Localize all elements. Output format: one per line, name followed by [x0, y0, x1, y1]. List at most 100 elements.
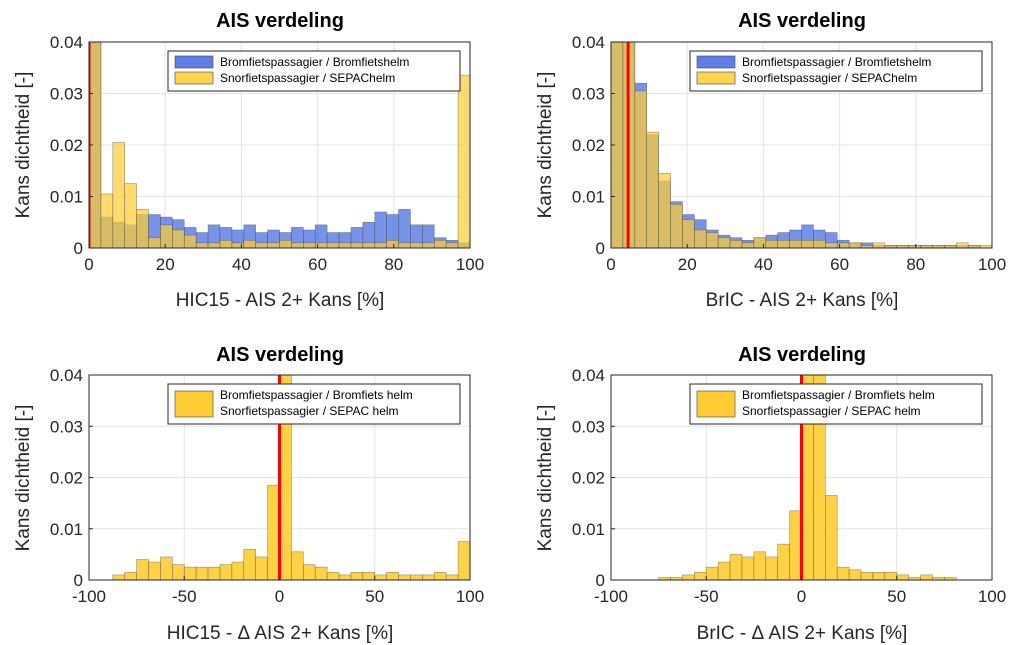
x-tick-label: 40: [232, 255, 251, 274]
bar-yellow: [195, 566, 209, 580]
bar-yellow: [753, 237, 767, 248]
bar-yellow: [729, 554, 743, 580]
x-axis-label: BrIC - AIS 2+ Kans [%]: [706, 290, 899, 311]
bar-yellow: [836, 566, 850, 580]
bar-yellow: [195, 242, 209, 248]
x-tick-label: 100: [456, 587, 484, 606]
x-tick-label: -50: [172, 587, 197, 606]
x-tick-label: 100: [978, 587, 1006, 606]
bar-yellow: [362, 242, 376, 248]
bar-yellow: [148, 237, 161, 248]
bar-yellow: [338, 574, 352, 580]
x-tick-label: 20: [678, 255, 697, 274]
x-tick-label: 40: [754, 255, 773, 274]
legend-swatch-yellow: [174, 390, 214, 418]
bar-yellow: [765, 556, 778, 580]
bar-yellow: [433, 239, 447, 248]
bar-yellow: [136, 209, 149, 248]
y-tick-label: 0.03: [572, 85, 605, 104]
bar-yellow: [314, 242, 328, 248]
bar-yellow: [457, 541, 470, 580]
bars: [89, 42, 470, 248]
bar-yellow: [112, 574, 126, 580]
x-tick-label: -50: [694, 587, 719, 606]
tick-labels: -100 -50 0 50 100 0 0.01 0.02 0.03 0.04: [50, 366, 484, 606]
bar-yellow: [682, 219, 695, 248]
tick-labels: -100 -50 0 50 100 0 0.01 0.02 0.03 0.04: [572, 366, 1006, 606]
legend-swatch-blue: [696, 55, 736, 69]
y-axis-label: Kans dichtheid [-]: [535, 72, 556, 219]
legend-label: Bromfietspassagier / Bromfietshelm: [742, 55, 931, 69]
bar-yellow: [717, 237, 731, 248]
x-tick-label: 50: [365, 587, 384, 606]
chart-bric-ais-distribution: AIS verdeling BrIC - AIS 2+ Kans [%] Kan…: [535, 10, 1006, 311]
bar-yellow: [112, 142, 126, 248]
legend-label: Snorfietspassagier / SEPAChelm: [220, 71, 395, 85]
bar-yellow: [848, 242, 862, 248]
bar-yellow: [386, 239, 399, 248]
bar-yellow: [705, 232, 719, 248]
y-tick-label: 0.04: [50, 33, 83, 52]
legend-swatch-blue: [174, 55, 214, 69]
bar-yellow: [314, 566, 328, 580]
bars: [611, 42, 992, 248]
x-tick-label: 0: [606, 255, 615, 274]
chart-hic15-ais-distribution: AIS verdeling HIC15 - AIS 2+ Kans [%] Ka…: [13, 10, 484, 311]
chart-hic15-delta-ais-distribution: AIS verdeling HIC15 - Δ AIS 2+ Kans [%] …: [13, 344, 484, 644]
y-tick-label: 0.02: [572, 136, 605, 155]
bar-yellow: [172, 564, 185, 580]
chart-title: AIS verdeling: [738, 344, 866, 366]
bar-yellow: [291, 551, 304, 580]
bar-yellow: [410, 574, 423, 580]
y-tick-label: 0.03: [50, 85, 83, 104]
bar-yellow: [694, 229, 707, 248]
bar-yellow: [326, 242, 340, 248]
bar-yellow: [634, 90, 648, 248]
bar-yellow: [860, 572, 874, 580]
bar-yellow: [848, 569, 862, 580]
bar-yellow: [243, 548, 256, 580]
chart-title: AIS verdeling: [216, 344, 344, 366]
x-tick-label: 60: [308, 255, 327, 274]
bar-yellow: [160, 224, 173, 248]
bar-yellow: [350, 242, 364, 248]
legend: Bromfietspassagier / Bromfiets helm Snorf…: [689, 383, 983, 425]
bar-yellow: [231, 242, 245, 248]
bar-yellow: [183, 566, 197, 580]
x-tick-label: 100: [978, 255, 1006, 274]
y-tick-label: 0: [596, 239, 605, 258]
y-axis-label: Kans dichtheid [-]: [535, 405, 556, 552]
bar-yellow: [183, 234, 197, 248]
y-tick-label: 0.02: [50, 136, 83, 155]
legend-label: Bromfietspassagier / Bromfiets helm: [220, 388, 413, 402]
bar-yellow: [896, 574, 909, 580]
x-tick-label: -100: [594, 587, 628, 606]
x-tick-label: 100: [456, 255, 484, 274]
bar-yellow: [457, 75, 470, 248]
bar-yellow: [148, 561, 161, 580]
legend-label: Bromfietspassagier / Bromfietshelm: [220, 55, 409, 69]
bar-yellow: [813, 239, 826, 248]
x-tick-label: 80: [384, 255, 403, 274]
x-tick-label: 0: [797, 587, 806, 606]
bar-yellow: [303, 564, 316, 580]
bar-yellow: [433, 572, 447, 580]
legend-label: Snorfietspassagier / SEPAChelm: [742, 71, 917, 85]
bars: [658, 375, 957, 580]
legend-swatch-yellow: [696, 71, 736, 85]
bar-yellow: [789, 510, 802, 580]
bar-yellow: [207, 242, 221, 248]
y-tick-label: 0.01: [50, 188, 83, 207]
legend-label: Snorfietspassagier / SEPAC helm: [742, 404, 921, 418]
chart-title: AIS verdeling: [216, 10, 344, 32]
x-axis-label: BrIC - Δ AIS 2+ Kans [%]: [697, 623, 908, 644]
axes: [610, 41, 993, 249]
bar-yellow: [658, 173, 671, 248]
bar-yellow: [813, 375, 826, 580]
bar-yellow: [694, 572, 707, 580]
y-tick-label: 0: [74, 571, 83, 590]
bar-blue: [398, 209, 411, 248]
axes: [88, 41, 471, 249]
bar-yellow: [445, 242, 459, 248]
y-tick-label: 0: [74, 239, 83, 258]
